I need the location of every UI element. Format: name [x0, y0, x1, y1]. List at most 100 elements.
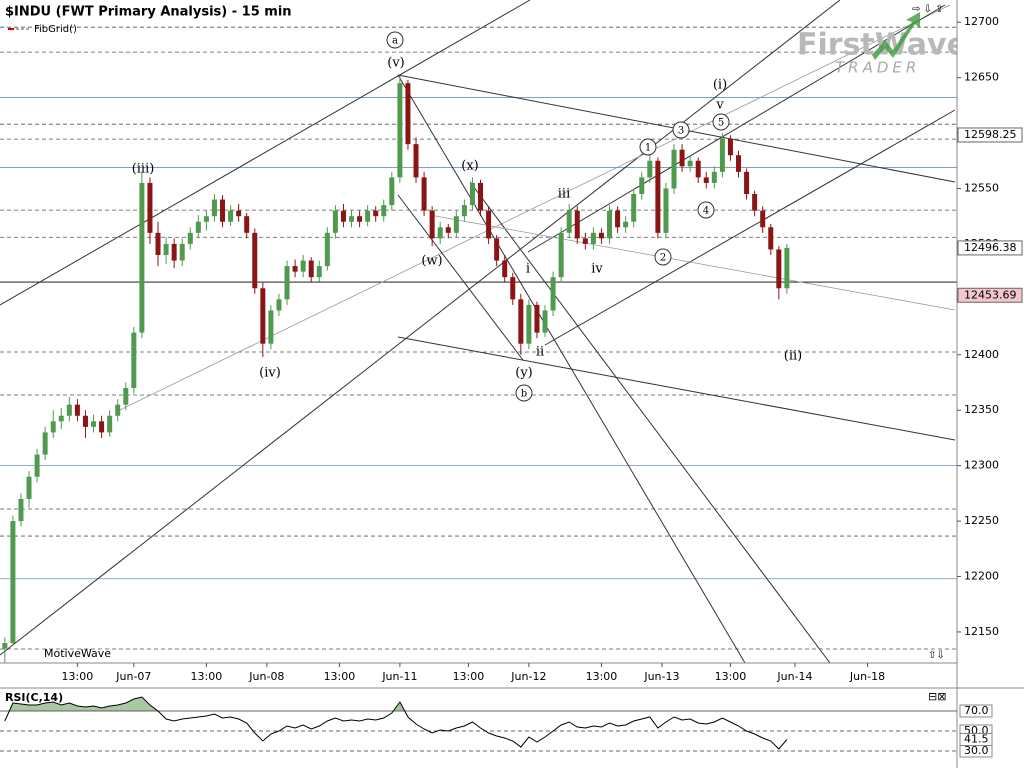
- candle-body: [171, 243, 177, 261]
- candle-body: [623, 221, 629, 228]
- x-tick-label: 13:00: [191, 670, 223, 683]
- candle-body: [324, 232, 330, 267]
- wave-label: (v): [387, 56, 405, 71]
- candle-body: [373, 210, 379, 217]
- x-tick-label: 13:00: [715, 670, 747, 683]
- wave-label: b: [521, 389, 527, 400]
- candle-body: [655, 160, 661, 233]
- candle-body: [615, 210, 621, 228]
- candle-body: [421, 177, 427, 211]
- y-tick-label: 12250: [964, 514, 999, 527]
- candle-body: [695, 160, 701, 178]
- candle-body: [308, 260, 314, 278]
- x-tick-label: Jun-08: [248, 670, 284, 683]
- candle-body: [445, 227, 451, 233]
- candle-body: [582, 238, 588, 244]
- candle-body: [510, 277, 516, 300]
- x-tick-label: Jun-14: [776, 670, 812, 683]
- y-tick-label: 12350: [964, 403, 999, 416]
- candles: [2, 75, 790, 663]
- candle-body: [478, 182, 484, 211]
- annotation-circle: [386, 31, 404, 49]
- candle-body: [91, 421, 97, 427]
- candle-body: [711, 171, 717, 183]
- icon[interactable]: ⇨ ⇩ ⇪: [912, 4, 944, 15]
- x-tick-label: 13:00: [586, 670, 618, 683]
- candle-body: [461, 205, 467, 217]
- candle-body: [727, 138, 733, 156]
- candle-body: [163, 243, 169, 255]
- candle-body: [486, 210, 492, 239]
- x-tick-label: Jun-13: [643, 670, 679, 683]
- icon[interactable]: ⊟⊠: [928, 690, 946, 703]
- candle-body: [155, 232, 161, 255]
- y-tick-label: 12700: [964, 15, 999, 28]
- price-marker-label: 12496.38: [964, 241, 1017, 254]
- candle-body: [58, 415, 64, 422]
- y-tick-label: 12300: [964, 459, 999, 472]
- wave-label: iv: [591, 262, 603, 277]
- candle-body: [268, 310, 274, 344]
- candle-body: [300, 260, 306, 272]
- rsi-line: [4, 696, 788, 750]
- candle-body: [18, 498, 24, 522]
- candle-body: [607, 210, 613, 239]
- candle-body: [276, 299, 282, 311]
- y-tick-label: 12150: [964, 625, 999, 638]
- study-label: FibGrid(): [34, 24, 77, 35]
- wave-label: (iv): [259, 366, 281, 381]
- x-tick-label: 13:00: [453, 670, 485, 683]
- chart-title: $INDU (FWT Primary Analysis) - 15 min: [5, 5, 292, 20]
- wave-label: a: [392, 36, 398, 47]
- candle-body: [2, 643, 8, 649]
- candle-body: [744, 171, 750, 195]
- wave-label: iii: [558, 187, 570, 202]
- price-marker: [957, 240, 1023, 256]
- wave-label: 4: [703, 206, 709, 217]
- candle-body: [687, 160, 693, 167]
- icon[interactable]: ⇧⇩: [928, 650, 945, 661]
- trend-lines: [0, 0, 956, 663]
- candle-body: [332, 210, 338, 233]
- y-axis: 1215012200122501230012350124001245012500…: [957, 15, 1023, 638]
- candle-body: [220, 199, 226, 222]
- candle-body: [187, 232, 193, 244]
- candle-body: [244, 216, 250, 233]
- candle-body: [26, 476, 32, 499]
- annotation-circle: [712, 113, 730, 131]
- candle-body: [671, 149, 677, 189]
- rsi-tick-label: 30.0: [964, 744, 989, 757]
- candle-body: [719, 138, 725, 172]
- x-tick-label: Jun-11: [381, 670, 417, 683]
- candle-body: [550, 277, 556, 311]
- candle-body: [397, 83, 403, 178]
- annotation-circle: [672, 121, 690, 139]
- candle-body: [123, 388, 129, 405]
- trend-line: [0, 0, 841, 656]
- candle-body: [365, 210, 371, 222]
- trend-line: [469, 181, 831, 663]
- candle-body: [647, 160, 653, 178]
- wave-label: 1: [645, 143, 651, 154]
- candle-body: [292, 266, 298, 272]
- rsi-current-box: [959, 733, 993, 746]
- y-tick-label: 12650: [964, 71, 999, 84]
- y-tick-label: 12400: [964, 348, 999, 361]
- trend-line: [429, 214, 956, 311]
- candle-body: [107, 415, 113, 433]
- price-marker: [957, 127, 1023, 143]
- price-marker-label: 12598.25: [964, 128, 1017, 141]
- candle-body: [203, 216, 209, 222]
- logo-tagline: TRADER: [835, 59, 920, 77]
- candle-body: [429, 210, 435, 239]
- price-marker-label: 12453.69: [964, 288, 1017, 301]
- candle-body: [179, 243, 185, 261]
- annotations: (iii)(iv)a(v)(x)(w)(y)biiiiiiiv(i)v13542…: [132, 31, 802, 402]
- candle-body: [195, 221, 201, 233]
- y-axis-area: [957, 0, 1024, 688]
- wave-label: 5: [718, 118, 724, 129]
- candle-body: [752, 194, 758, 211]
- candle-body: [10, 521, 16, 644]
- candle-body: [260, 288, 266, 344]
